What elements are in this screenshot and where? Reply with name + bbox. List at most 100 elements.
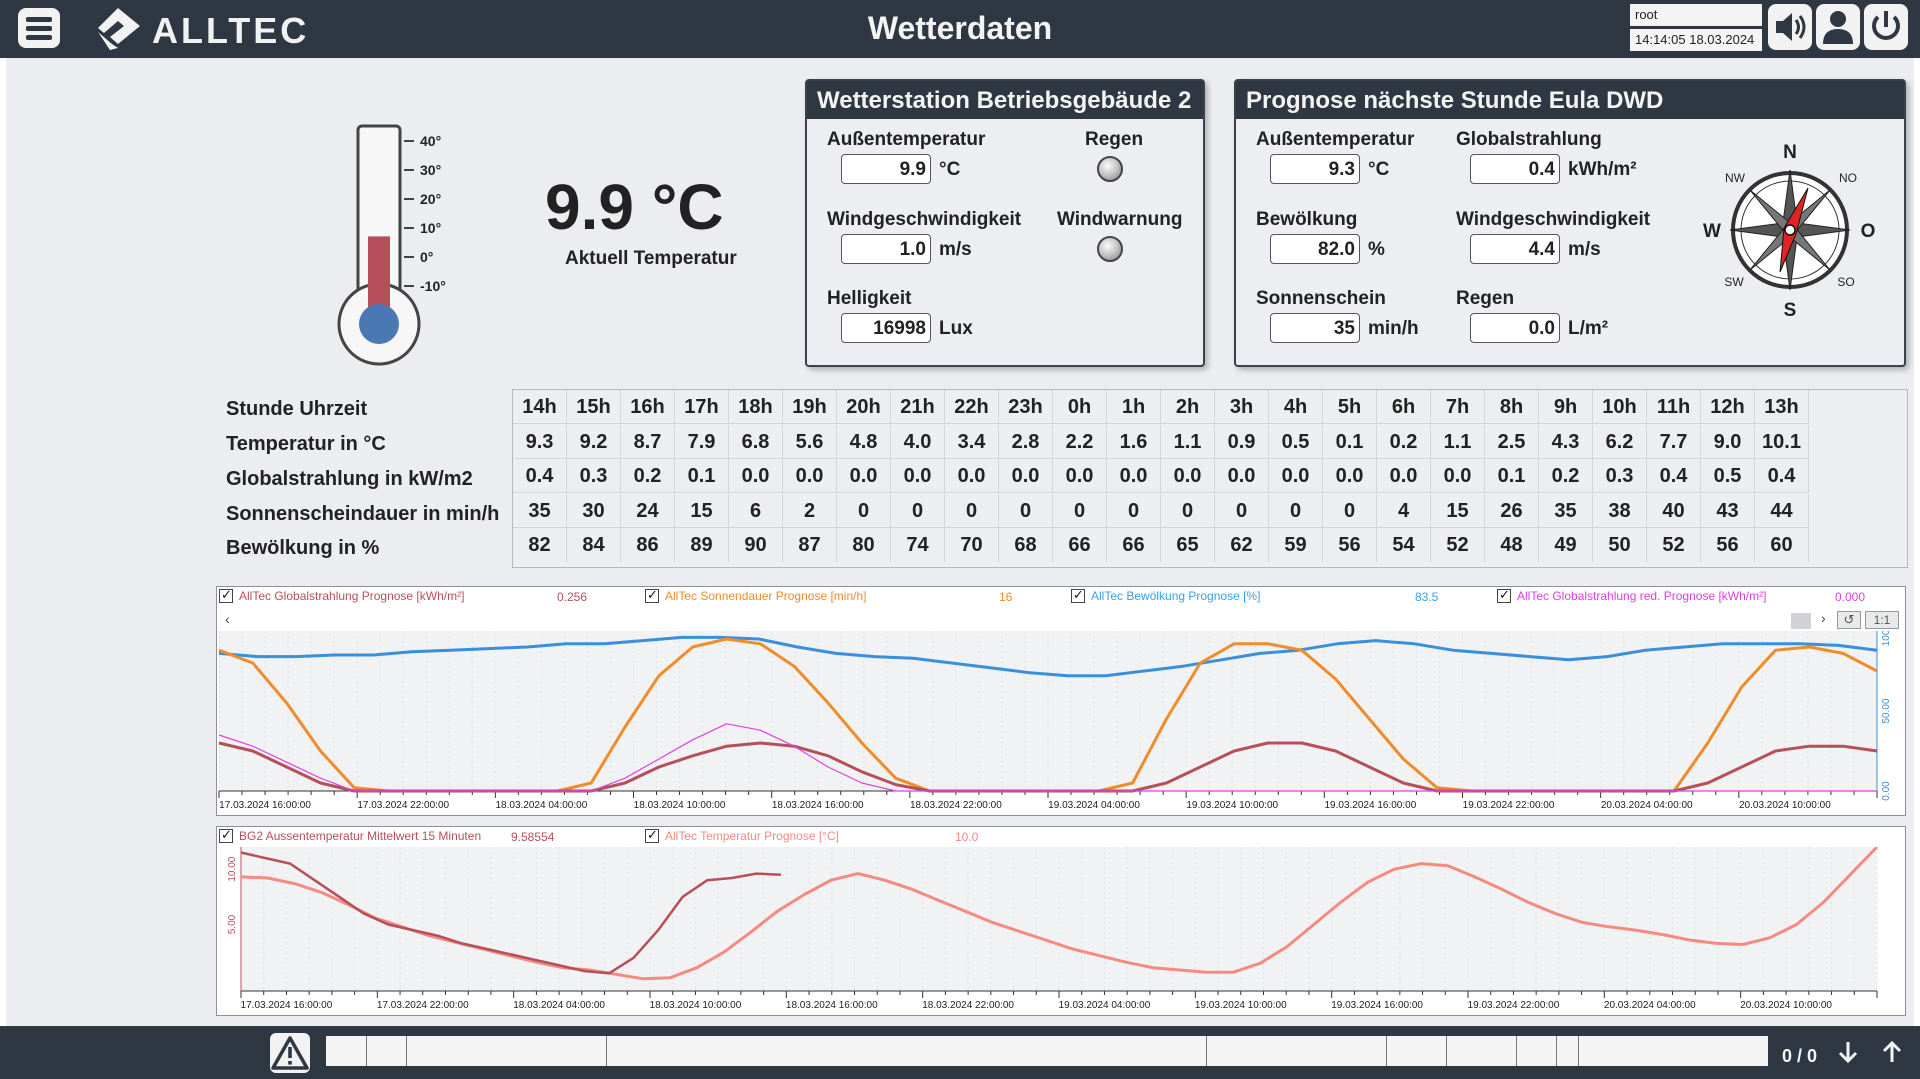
datetime-field: 14:14:05 18.03.2024 <box>1630 29 1762 51</box>
legend-label: AllTec Globalstrahlung Prognose [kWh/m²] <box>239 589 465 603</box>
chart1-plot[interactable]: 17.03.2024 16:00:00 17.03.2024 22:00:00 18… <box>217 631 1905 815</box>
alarm-list-strip[interactable] <box>326 1036 1768 1066</box>
scroll-thumb[interactable] <box>1791 613 1811 629</box>
table-cell-hours: 9h <box>1539 390 1593 424</box>
x-tick-label: 19.03.2024 16:00:00 <box>1325 800 1417 811</box>
table-cell-hours: 6h <box>1377 390 1431 424</box>
table-cell-hours: 13h <box>1755 390 1809 424</box>
user-icon[interactable] <box>1816 4 1860 50</box>
menu-icon[interactable] <box>18 8 60 48</box>
checkbox-icon[interactable] <box>1497 587 1511 603</box>
legend-item[interactable]: AllTec Sonnendauer Prognose [min/h] <box>645 587 866 603</box>
legend-item[interactable]: AllTec Temperatur Prognose [°C] <box>645 827 839 843</box>
x-tick-label: 20.03.2024 10:00:00 <box>1740 1000 1832 1011</box>
table-cell-clouds: 90 <box>729 528 783 562</box>
table-cell-global: 0.4 <box>1647 459 1701 493</box>
checkbox-icon[interactable] <box>1071 587 1085 603</box>
table-cell-hours: 4h <box>1269 390 1323 424</box>
table-cell-clouds: 84 <box>567 528 621 562</box>
table-cell-clouds: 74 <box>891 528 945 562</box>
y-tick-label: 5.00 <box>227 914 238 934</box>
table-cell-sunshine: 0 <box>1107 493 1161 528</box>
x-tick-label: 18.03.2024 10:00:00 <box>634 800 726 811</box>
fc-wind-value: 4.4 <box>1470 234 1560 264</box>
table-cell-temperature: 2.8 <box>999 424 1053 459</box>
arrow-up-icon[interactable] <box>1878 1038 1906 1066</box>
table-cell-sunshine: 15 <box>675 493 729 528</box>
y-tick-label: 100.00 <box>1881 631 1892 646</box>
arrow-down-icon[interactable] <box>1834 1038 1862 1066</box>
x-tick-label: 17.03.2024 22:00:00 <box>357 800 449 811</box>
table-cell-temperature: 3.4 <box>945 424 999 459</box>
table-cell-temperature: 0.1 <box>1323 424 1377 459</box>
thermo-tick-label: 10° <box>420 220 441 236</box>
scroll-right-icon[interactable]: › <box>1821 610 1826 626</box>
table-cell-temperature: 6.8 <box>729 424 783 459</box>
table-cell-clouds: 62 <box>1215 528 1269 562</box>
table-cell-hours: 7h <box>1431 390 1485 424</box>
table-cell-clouds: 89 <box>675 528 729 562</box>
table-cell-global: 0.0 <box>1107 459 1161 493</box>
table-cell-clouds: 87 <box>783 528 837 562</box>
checkbox-icon[interactable] <box>219 587 233 603</box>
thermometer-icon: 40° 30° 20° 10° 0° -10° <box>337 124 446 366</box>
table-cell-hours: 0h <box>1053 390 1107 424</box>
compass-sw: SW <box>1724 275 1744 289</box>
legend-item[interactable]: AllTec Globalstrahlung Prognose [kWh/m²] <box>219 587 465 603</box>
checkbox-icon[interactable] <box>645 827 659 843</box>
station-temp-unit: °C <box>939 159 961 180</box>
x-tick-label: 18.03.2024 16:00:00 <box>786 1000 878 1011</box>
thermo-tick-label: 40° <box>420 133 441 149</box>
table-cell-global: 0.1 <box>675 459 729 493</box>
power-icon[interactable] <box>1864 4 1908 50</box>
row-label-temperature: Temperatur in °C <box>226 433 386 455</box>
x-tick-label: 19.03.2024 10:00:00 <box>1186 800 1278 811</box>
thermo-tick-label: 30° <box>420 162 441 178</box>
thermo-tick-label: -10° <box>420 278 446 294</box>
chart2-plot[interactable]: 17.03.2024 16:00:00 17.03.2024 22:00:00 18… <box>217 847 1905 1015</box>
thermo-tick-label: 20° <box>420 191 441 207</box>
table-cell-global: 0.2 <box>1539 459 1593 493</box>
alarm-warning-icon[interactable] <box>270 1033 310 1073</box>
table-cell-global: 0.0 <box>1269 459 1323 493</box>
legend-item[interactable]: AllTec Bewölkung Prognose [%] <box>1071 587 1260 603</box>
compass-so: SO <box>1837 275 1854 289</box>
reset-zoom-icon[interactable]: ↺ <box>1837 611 1861 629</box>
table-cell-hours: 18h <box>729 390 783 424</box>
table-cell-sunshine: 0 <box>999 493 1053 528</box>
thermo-tick-label: 0° <box>420 249 433 265</box>
legend-item[interactable]: AllTec Globalstrahlung red. Prognose [kW… <box>1497 587 1766 603</box>
row-label-sunshine: Sonnenscheindauer in min/h <box>226 503 500 525</box>
fc-temp-value: 9.3 <box>1270 154 1360 184</box>
speaker-icon[interactable] <box>1768 4 1812 50</box>
fc-clouds-value: 82.0 <box>1270 234 1360 264</box>
table-cell-clouds: 56 <box>1323 528 1377 562</box>
fc-label-global: Globalstrahlung <box>1456 129 1602 150</box>
x-tick-label: 19.03.2024 04:00:00 <box>1048 800 1140 811</box>
table-cell-sunshine: 4 <box>1377 493 1431 528</box>
legend-item[interactable]: BG2 Aussentemperatur Mittelwert 15 Minut… <box>219 827 482 843</box>
fc-label-temp: Außentemperatur <box>1256 129 1415 150</box>
zoom-1to1-button[interactable]: 1:1 <box>1865 611 1899 629</box>
table-cell-hours: 20h <box>837 390 891 424</box>
table-cell-sunshine: 0 <box>1269 493 1323 528</box>
table-cell-clouds: 52 <box>1431 528 1485 562</box>
table-cell-global: 0.0 <box>1053 459 1107 493</box>
checkbox-icon[interactable] <box>645 587 659 603</box>
table-cell-sunshine: 38 <box>1593 493 1647 528</box>
table-cell-global: 0.5 <box>1701 459 1755 493</box>
checkbox-icon[interactable] <box>219 827 233 843</box>
legend-label: BG2 Aussentemperatur Mittelwert 15 Minut… <box>239 829 482 843</box>
station-wind-value: 1.0 <box>841 234 931 264</box>
scroll-left-icon[interactable]: ‹ <box>225 611 230 627</box>
legend-label: AllTec Temperatur Prognose [°C] <box>665 829 839 843</box>
station-temp-value: 9.9 <box>841 154 931 184</box>
table-cell-global: 0.0 <box>783 459 837 493</box>
x-tick-label: 19.03.2024 22:00:00 <box>1463 800 1555 811</box>
table-cell-hours: 11h <box>1647 390 1701 424</box>
legend-value: 0.000 <box>1835 590 1866 604</box>
row-label-clouds: Bewölkung in % <box>226 537 380 559</box>
table-cell-clouds: 50 <box>1593 528 1647 562</box>
table-cell-temperature: 9.2 <box>567 424 621 459</box>
